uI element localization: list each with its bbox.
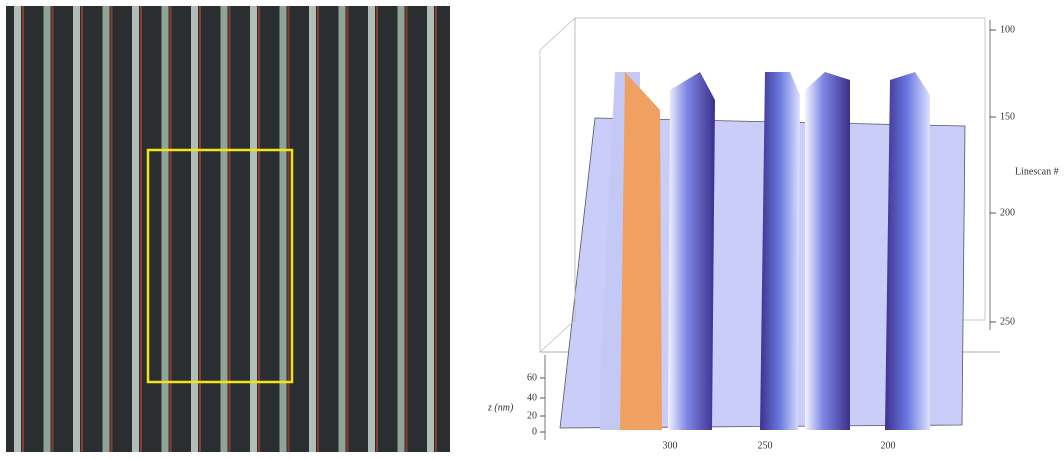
surface-plot: Linescan # z (nm) 100 150 200 250 0 20 40 60 300…: [487, 18, 1059, 451]
sem-line: [368, 6, 375, 452]
sem-line: [103, 6, 110, 452]
sem-edge: [52, 6, 54, 452]
sem-background: [6, 6, 450, 452]
sem-edge: [288, 6, 290, 452]
sem-line: [73, 6, 80, 452]
sem-line: [44, 6, 51, 452]
linescan-tick-label: 250: [1000, 316, 1015, 327]
sem-line: [14, 6, 21, 452]
sem-line: [398, 6, 405, 452]
sem-line: [280, 6, 287, 452]
sem-edge: [229, 6, 231, 452]
ridge: [805, 72, 850, 430]
linescan-tick-label: 200: [1000, 207, 1015, 218]
x-tick-label: 200: [881, 440, 896, 451]
sem-edge: [199, 6, 201, 452]
ridge-face: [620, 72, 662, 430]
sem-edge: [111, 6, 113, 452]
sem-edge: [406, 6, 408, 452]
sem-line: [309, 6, 316, 452]
sem-line: [191, 6, 198, 452]
z-tick-label: 60: [527, 372, 537, 383]
ridge: [668, 72, 715, 430]
sem-image: [6, 6, 450, 452]
sem-edge: [376, 6, 378, 452]
ridge: [760, 72, 800, 430]
sem-edge: [81, 6, 83, 452]
sem-edge: [435, 6, 437, 452]
box-side: [540, 18, 575, 352]
z-tick-label: 40: [527, 392, 537, 403]
z-tick-label: 0: [532, 426, 537, 437]
sem-line: [250, 6, 257, 452]
sem-edge: [140, 6, 142, 452]
sem-line: [132, 6, 139, 452]
sem-edge: [258, 6, 260, 452]
sem-line: [427, 6, 434, 452]
sem-edge: [22, 6, 24, 452]
linescan-tick-label: 150: [1000, 111, 1015, 122]
z-tick-label: 20: [527, 410, 537, 421]
x-tick-label: 300: [663, 440, 678, 451]
sem-line: [162, 6, 169, 452]
z-axis-label: z (nm): [487, 402, 514, 413]
sem-edge: [347, 6, 349, 452]
linescan-tick-label: 100: [1000, 24, 1015, 35]
linescan-axis-label: Linescan #: [1015, 166, 1059, 177]
sem-line: [339, 6, 346, 452]
sem-edge: [170, 6, 172, 452]
ridge: [885, 72, 930, 430]
sem-edge: [317, 6, 319, 452]
x-tick-label: 250: [758, 440, 773, 451]
figure: Linescan # z (nm) 100 150 200 250 0 20 40 60 300…: [0, 0, 1064, 454]
sem-line: [221, 6, 228, 452]
